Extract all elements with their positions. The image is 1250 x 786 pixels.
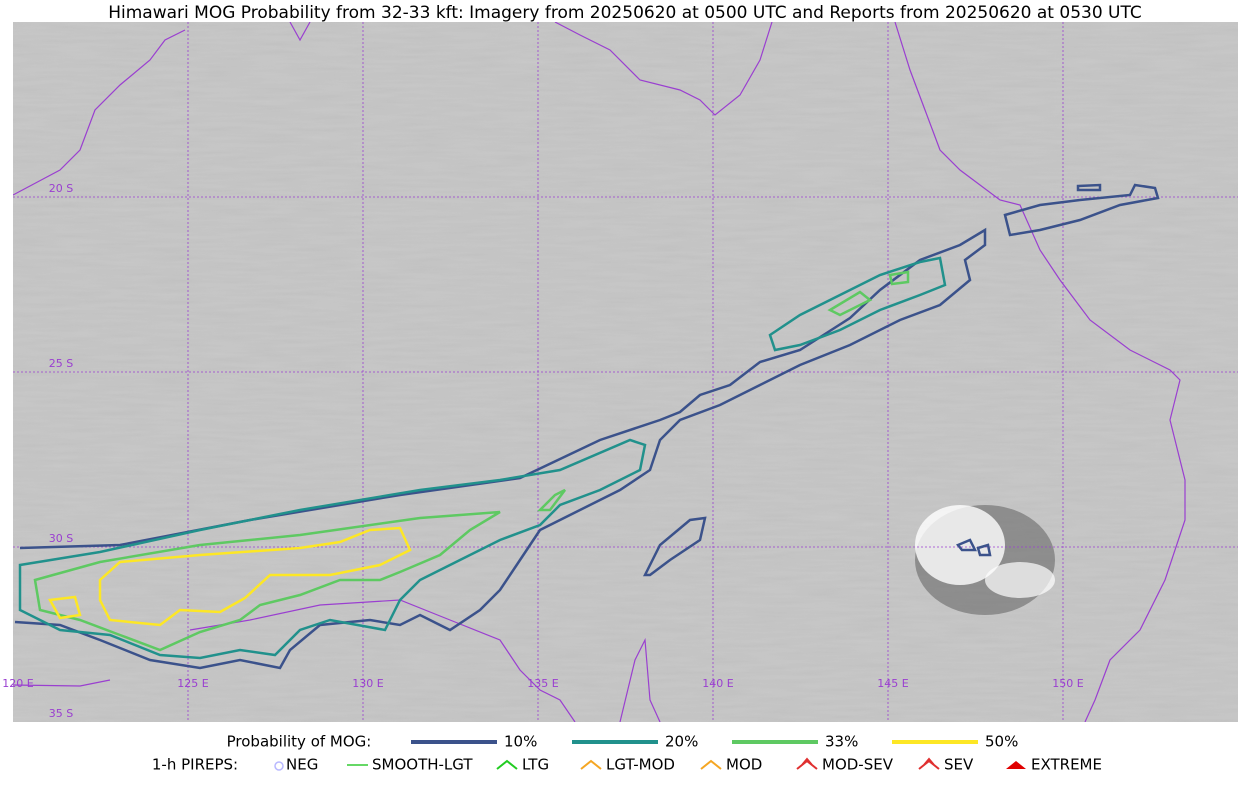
pirep-symbol: [796, 757, 818, 770]
legend-label: 20%: [665, 733, 698, 751]
pirep-symbol: [496, 759, 518, 770]
contour: [827, 290, 873, 317]
lon-label: 145 E: [877, 677, 908, 690]
legend-label: 33%: [825, 733, 858, 751]
graticule: 120 E 125 E 130 E 135 E 140 E 145 E 150 E 20 S 2…: [2, 22, 1238, 722]
contour: [888, 270, 910, 286]
contour: [536, 488, 566, 512]
title: Himawari MOG Probability from 32-33 kft:…: [108, 3, 1142, 23]
pirep-label: NEG: [286, 756, 318, 774]
pirep-label: SMOOTH-LGT: [372, 756, 473, 774]
lon-label: 125 E: [177, 677, 208, 690]
lat-label: 20 S: [49, 182, 73, 195]
contour: [955, 538, 992, 557]
lat-label: 35 S: [49, 707, 73, 720]
lon-label: 140 E: [702, 677, 733, 690]
legend-label: 10%: [504, 733, 537, 751]
lon-label: 150 E: [1052, 677, 1083, 690]
coastline: [13, 22, 1186, 722]
pirep-symbol: [274, 761, 284, 771]
contour: [18, 438, 647, 660]
lat-label: 30 S: [49, 532, 73, 545]
contour: [33, 510, 501, 652]
pirep-symbol: [580, 759, 602, 770]
contour: [48, 595, 82, 620]
contour: [642, 516, 707, 577]
pireps-title: 1-h PIREPS:: [152, 756, 238, 774]
contour: [98, 526, 412, 627]
pirep-symbol: [700, 759, 722, 770]
lon-label: 120 E: [2, 677, 33, 690]
pirep-label: SEV: [944, 756, 974, 774]
lon-label: 135 E: [527, 677, 558, 690]
legend-title: Probability of MOG:: [227, 733, 372, 751]
pirep-label: MOD-SEV: [822, 756, 894, 774]
contour: [14, 227, 987, 670]
pirep-label: LGT-MOD: [606, 756, 675, 774]
legend: 10% 20% 33% 50% NEG SMOOTH-LGT LTG LGT-MOD MOD MO…: [274, 733, 1102, 774]
pirep-symbol: [1006, 761, 1026, 769]
contours: [14, 183, 1160, 670]
storm: [915, 505, 1055, 615]
pirep-label: EXTREME: [1031, 756, 1102, 774]
pirep-symbol: [918, 757, 940, 770]
contour: [1076, 183, 1102, 192]
contour: [1003, 183, 1160, 237]
contour: [768, 256, 947, 352]
lon-label: 130 E: [352, 677, 383, 690]
pirep-label: LTG: [522, 756, 549, 774]
legend-label: 50%: [985, 733, 1018, 751]
lat-label: 25 S: [49, 357, 73, 370]
pirep-label: MOD: [726, 756, 762, 774]
